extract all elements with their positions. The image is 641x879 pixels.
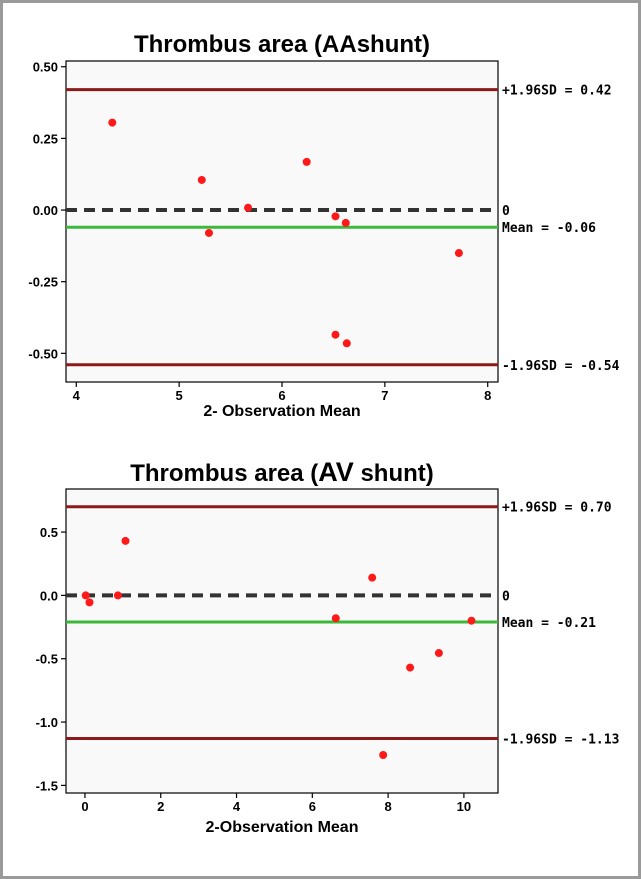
y-tick-label: -1.0 — [36, 715, 58, 730]
x-axis-label: 2- Observation Mean — [203, 403, 360, 420]
y-tick-label: 0.00 — [33, 203, 58, 218]
x-tick-label: 8 — [484, 388, 491, 403]
y-tick-label: -0.50 — [28, 346, 58, 361]
data-point — [121, 536, 130, 545]
reference-label-lower-loa: -1.96SD = -0.54 — [502, 359, 620, 374]
chart-panel-1: Thrombus area (AAshunt) 4 5 6 7 8 0.50 0.25 0.00… — [28, 31, 619, 420]
reference-label-upper-loa: +1.96SD = 0.70 — [502, 501, 612, 516]
data-point — [467, 616, 476, 625]
data-point — [342, 339, 351, 348]
data-point — [302, 157, 311, 166]
data-point — [434, 649, 443, 658]
chart-title-part: shunt) — [354, 460, 434, 487]
plot-area — [65, 488, 499, 794]
x-tick-label: 4 — [233, 799, 241, 814]
data-point — [454, 249, 463, 258]
y-tick-label: 0.25 — [33, 131, 58, 146]
x-axis-label: 2-Observation Mean — [206, 819, 359, 836]
data-point — [406, 663, 415, 672]
data-point — [331, 614, 340, 623]
data-point — [341, 218, 350, 227]
reference-label-zero: 0 — [502, 589, 510, 604]
y-tick-label: -1.5 — [36, 778, 58, 793]
chart-title: Thrombus area (AV shunt) — [130, 457, 434, 487]
reference-label-upper-loa: +1.96SD = 0.42 — [502, 84, 612, 99]
x-tick-label: 6 — [278, 388, 285, 403]
plot-area — [65, 60, 499, 383]
reference-label-zero: 0 — [502, 204, 510, 219]
reference-label-mean: Mean = -0.21 — [502, 616, 596, 631]
chart-title-part: Thrombus area (AA — [134, 31, 357, 58]
data-point — [244, 203, 253, 212]
y-tick-label: 0.5 — [40, 525, 58, 540]
y-tick-label: -0.5 — [36, 652, 58, 667]
x-tick-label: 5 — [176, 388, 183, 403]
data-point — [331, 212, 340, 221]
data-point — [108, 118, 117, 127]
data-point — [204, 228, 213, 237]
data-point — [81, 591, 90, 600]
chart-title-part: AV — [318, 457, 354, 487]
y-tick-label: -0.25 — [28, 275, 58, 290]
reference-label-lower-loa: -1.96SD = -1.13 — [502, 733, 619, 748]
x-tick-label: 10 — [457, 799, 471, 814]
x-tick-label: 2 — [157, 799, 164, 814]
data-point — [85, 598, 94, 607]
x-tick-label: 8 — [384, 799, 391, 814]
data-point — [368, 573, 377, 582]
y-tick-label: 0.0 — [40, 588, 58, 603]
chart-title-part: Thrombus area ( — [130, 460, 318, 487]
data-point — [331, 330, 340, 339]
x-tick-label: 4 — [73, 388, 81, 403]
x-tick-label: 0 — [81, 799, 88, 814]
x-tick-label: 7 — [381, 388, 388, 403]
y-tick-label: 0.50 — [33, 60, 58, 75]
chart-panel-2: Thrombus area (AV shunt) 0 2 4 6 8 10 0.5 0.0 -0.… — [36, 457, 620, 836]
x-tick-label: 6 — [309, 799, 316, 814]
reference-label-mean: Mean = -0.06 — [502, 221, 596, 236]
data-point — [113, 591, 122, 600]
chart-title-part: shunt) — [357, 31, 430, 58]
chart-title: Thrombus area (AAshunt) — [134, 31, 430, 58]
data-point — [197, 175, 206, 184]
data-point — [379, 751, 388, 759]
